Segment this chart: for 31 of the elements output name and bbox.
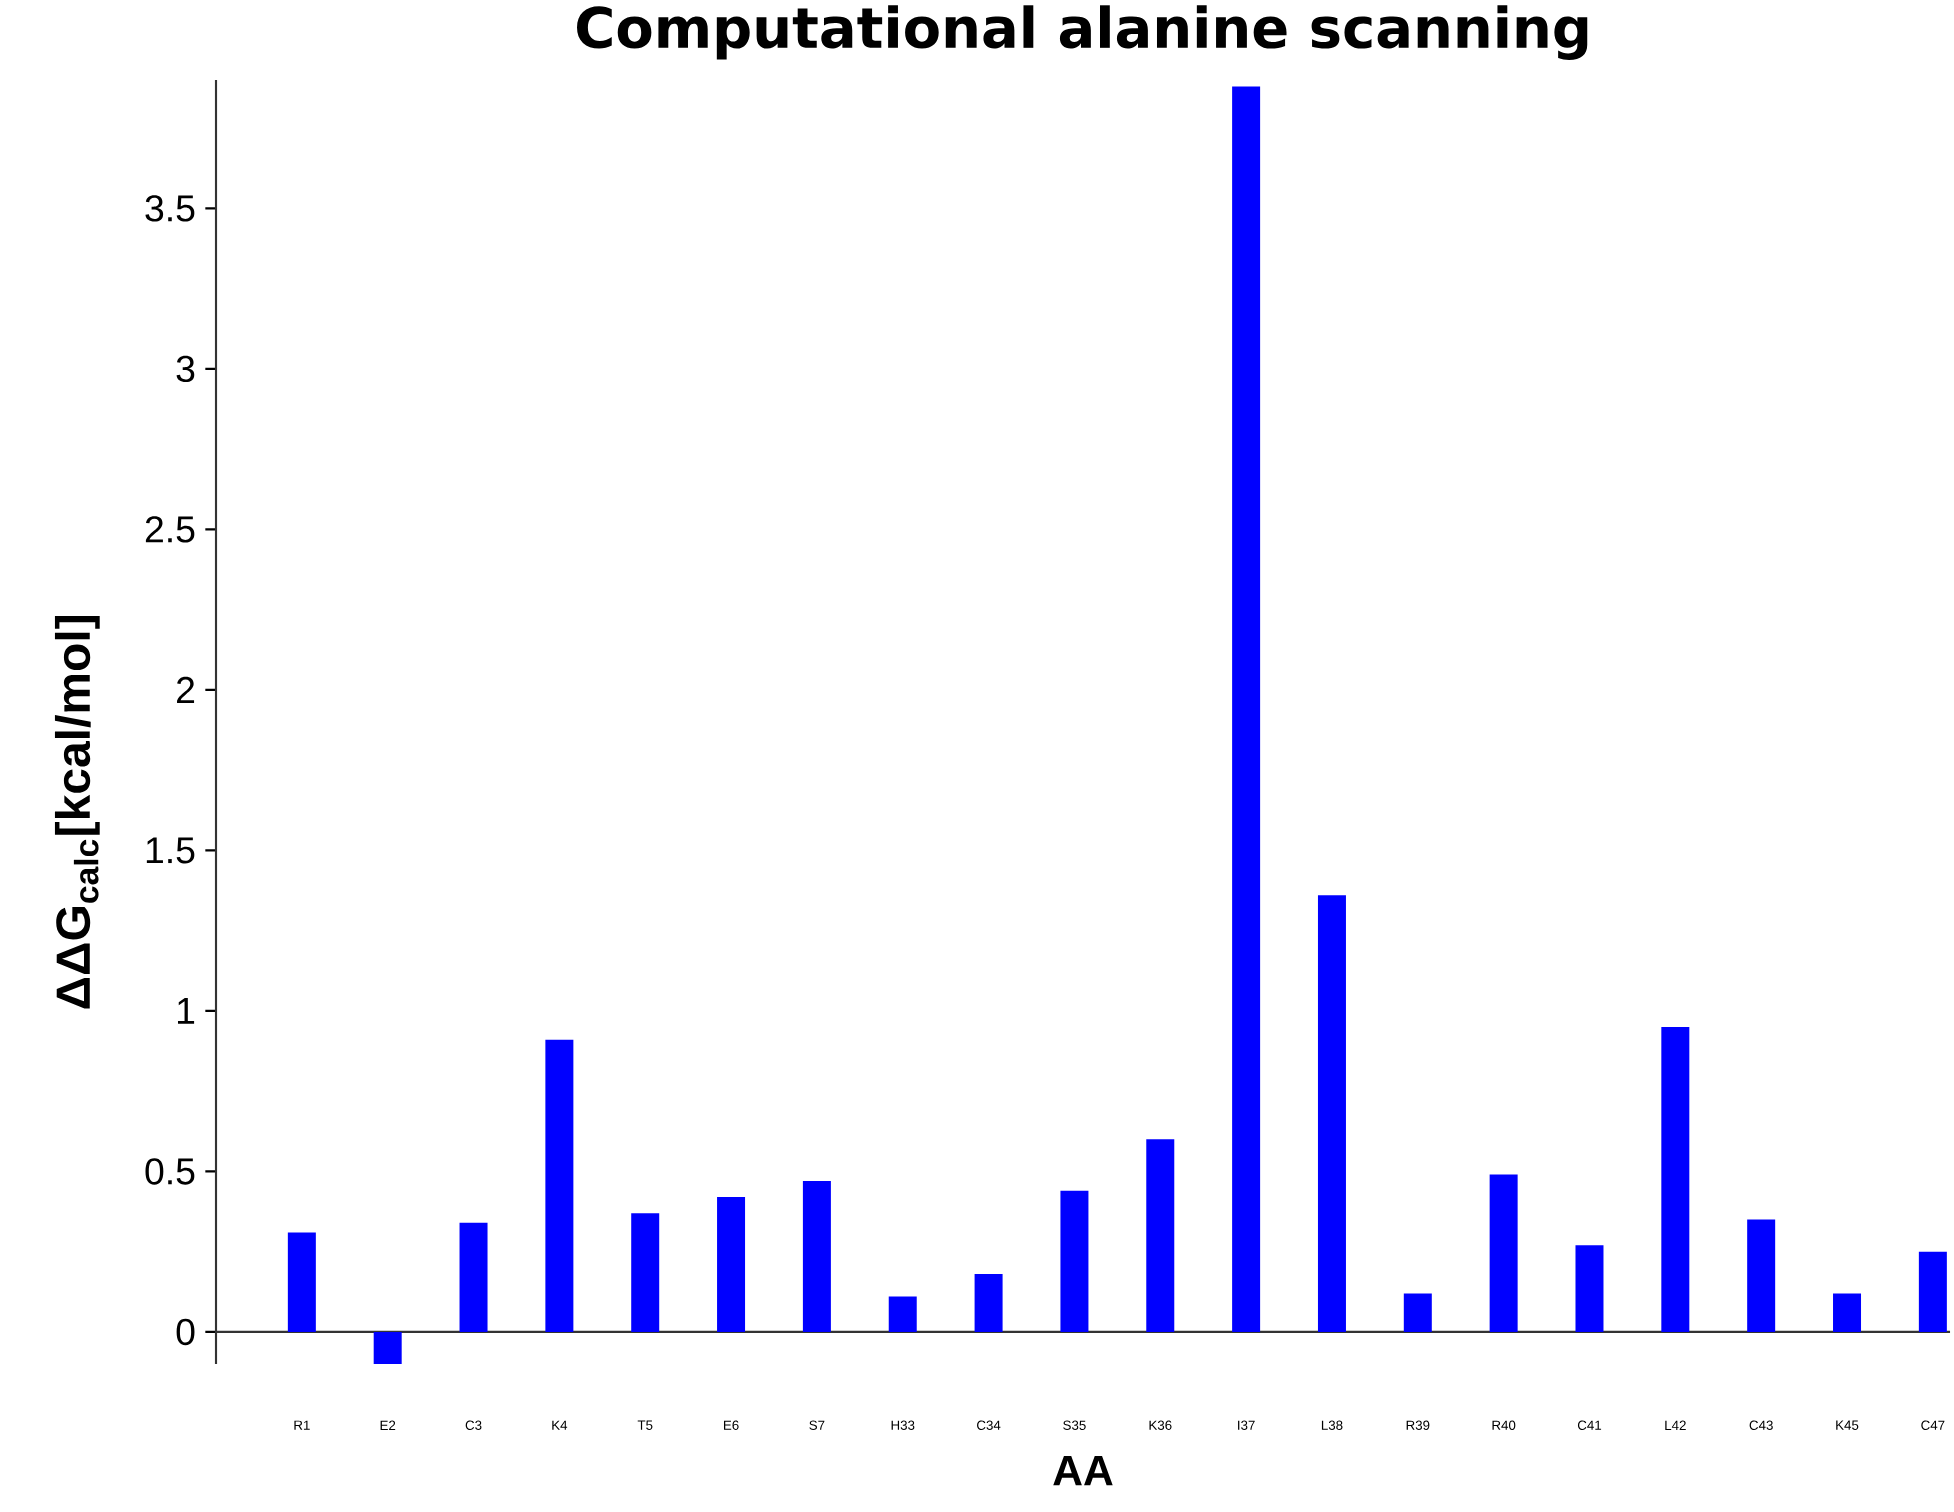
y-tick-label: 2.5 [145,516,195,543]
bar [888,1296,917,1332]
bar [1575,1245,1604,1332]
bar [1146,1139,1175,1332]
bar [1403,1293,1432,1332]
bar [1918,1251,1947,1332]
bar [1747,1219,1776,1332]
y-tick-label: 0 [176,1318,195,1346]
bar [1232,86,1261,1332]
bar [287,1232,316,1332]
y-axis-title: ΔΔG$_{calc}$[kcal/mol] [54,616,100,1009]
bar [1317,895,1346,1332]
bar [1489,1174,1518,1332]
y-tick-label: 1 [178,998,195,1024]
bar [459,1222,488,1332]
x-axis-title: AA [1053,1455,1113,1486]
bar [631,1213,660,1332]
bar [802,1181,831,1332]
bar [1060,1190,1089,1332]
y-tick-label: 3 [176,355,195,383]
bar [545,1039,574,1332]
bar [373,1331,402,1364]
bar [717,1197,746,1332]
y-tick-label: 0.5 [145,1158,195,1185]
bar [1661,1026,1690,1332]
chart-title: Computational alanine scanning [577,5,1588,60]
bar [1833,1293,1862,1332]
y-tick-label: 1.5 [146,837,195,864]
y-tick-label: 2 [177,676,195,703]
bar [974,1274,1003,1332]
y-tick-label: 3.5 [145,195,195,222]
